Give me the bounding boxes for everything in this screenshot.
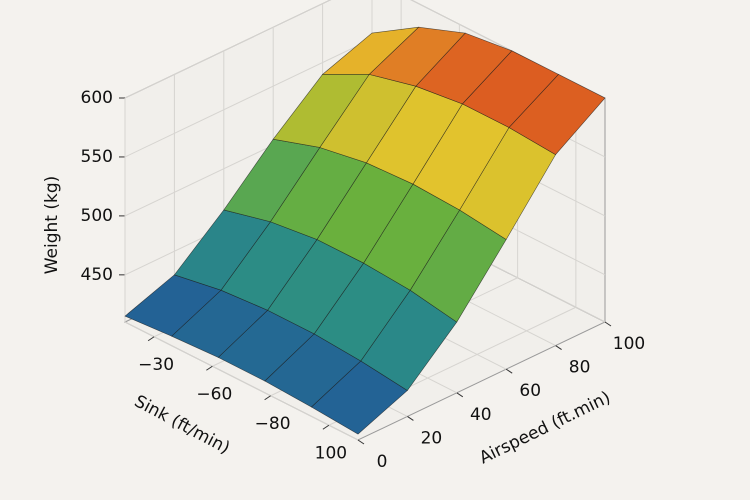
x-tick-label: −60 (196, 384, 232, 404)
y-tick-label: 80 (569, 358, 591, 378)
x-tick (322, 424, 330, 430)
surface-patch (321, 26, 420, 75)
z-tick-label: 450 (81, 265, 113, 285)
x-tick (264, 395, 271, 401)
y-tick-label: 100 (613, 334, 645, 354)
x-tick-label: −30 (138, 355, 174, 375)
z-tick-label: 550 (81, 147, 113, 167)
y-tick-label: 60 (519, 381, 541, 401)
x-tick-label: 100 (315, 443, 347, 463)
y-axis-title: Airspeed (ft.min) (476, 388, 613, 469)
y-tick (357, 439, 365, 445)
y-tick-label: 40 (470, 405, 492, 425)
y-tick (604, 321, 612, 327)
x-tick (206, 365, 213, 371)
x-tick (147, 336, 155, 342)
y-tick-label: 0 (377, 452, 388, 472)
y-tick (456, 392, 464, 398)
x-tick-label: −80 (255, 414, 291, 434)
z-axis-title: Weight (kg) (42, 176, 62, 275)
grid-line (124, 321, 359, 441)
z-tick-label: 500 (81, 206, 113, 226)
y-tick (555, 345, 562, 351)
y-tick (407, 415, 414, 421)
y-tick-label: 20 (421, 428, 443, 448)
y-tick (505, 368, 513, 374)
z-tick-label: 600 (81, 88, 113, 108)
